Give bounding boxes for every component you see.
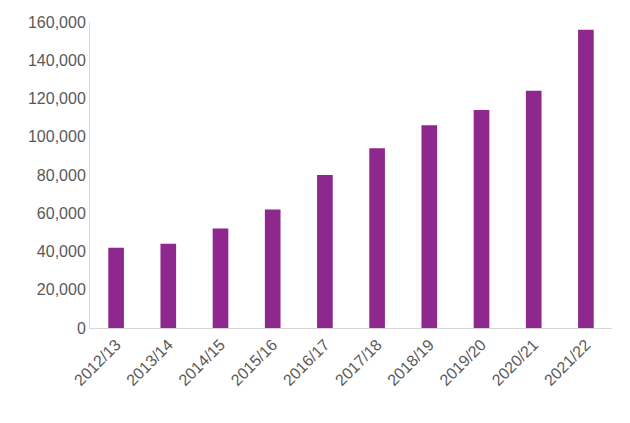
- svg-text:0: 0: [77, 320, 86, 337]
- svg-text:2017/18: 2017/18: [332, 336, 385, 389]
- svg-text:80,000: 80,000: [37, 167, 86, 184]
- svg-text:40,000: 40,000: [37, 243, 86, 260]
- svg-text:160,000: 160,000: [28, 14, 86, 31]
- svg-text:140,000: 140,000: [28, 52, 86, 69]
- svg-text:2021/22: 2021/22: [541, 336, 594, 389]
- svg-text:2016/17: 2016/17: [280, 336, 333, 389]
- svg-text:2015/16: 2015/16: [228, 336, 281, 389]
- svg-text:2019/20: 2019/20: [436, 336, 489, 389]
- svg-text:2020/21: 2020/21: [489, 336, 542, 389]
- svg-text:100,000: 100,000: [28, 128, 86, 145]
- svg-text:20,000: 20,000: [37, 281, 86, 298]
- svg-text:2014/15: 2014/15: [175, 336, 228, 389]
- svg-text:2013/14: 2013/14: [123, 336, 176, 389]
- svg-text:120,000: 120,000: [28, 90, 86, 107]
- svg-text:60,000: 60,000: [37, 205, 86, 222]
- svg-text:2012/13: 2012/13: [71, 336, 124, 389]
- svg-text:2018/19: 2018/19: [384, 336, 437, 389]
